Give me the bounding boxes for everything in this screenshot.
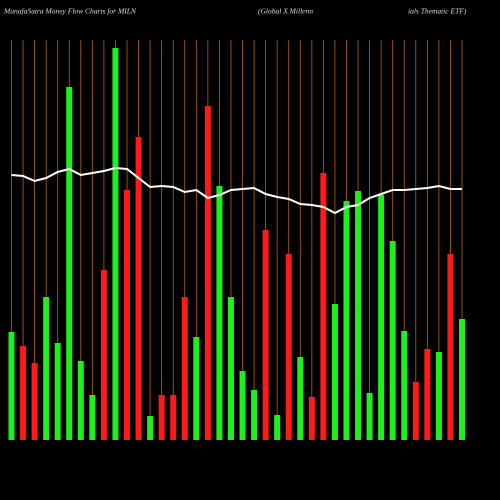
bar <box>239 371 246 440</box>
bar <box>447 254 454 440</box>
bar <box>274 415 281 440</box>
chart-subtitle-end: ials Thematic ETF) <box>408 7 467 16</box>
bar <box>297 357 304 440</box>
bar <box>170 395 177 440</box>
bar <box>227 297 234 440</box>
bar <box>355 191 362 440</box>
bar <box>251 390 258 440</box>
bar <box>389 241 396 440</box>
bar <box>331 304 338 440</box>
bar <box>193 337 200 440</box>
bar <box>412 382 419 440</box>
bar <box>54 343 61 440</box>
bar <box>181 297 188 440</box>
bar <box>43 297 50 440</box>
bar <box>204 106 211 440</box>
bar <box>308 397 315 440</box>
bar <box>89 395 96 440</box>
bar <box>401 331 408 440</box>
bar <box>285 254 292 440</box>
bar <box>112 48 119 440</box>
money-flow-line <box>11 166 462 215</box>
bar <box>66 87 73 440</box>
bar <box>124 190 131 440</box>
bar <box>100 270 107 440</box>
bar <box>459 319 465 440</box>
bar <box>135 137 142 440</box>
bar <box>147 416 154 440</box>
bar <box>343 201 350 440</box>
bar <box>320 173 327 440</box>
bar <box>158 395 165 440</box>
bar <box>366 393 373 440</box>
bar <box>378 195 385 440</box>
bar <box>435 352 442 440</box>
chart-title: MunafaSutra Money Flow Charts for MILN <box>3 7 137 16</box>
chart-subtitle: (Global X Millenn <box>258 7 313 16</box>
bar <box>77 361 84 440</box>
bar <box>216 186 223 440</box>
bar <box>424 349 431 440</box>
bar <box>8 332 15 440</box>
bar <box>20 346 27 440</box>
bar <box>262 230 269 440</box>
bar <box>31 363 38 440</box>
